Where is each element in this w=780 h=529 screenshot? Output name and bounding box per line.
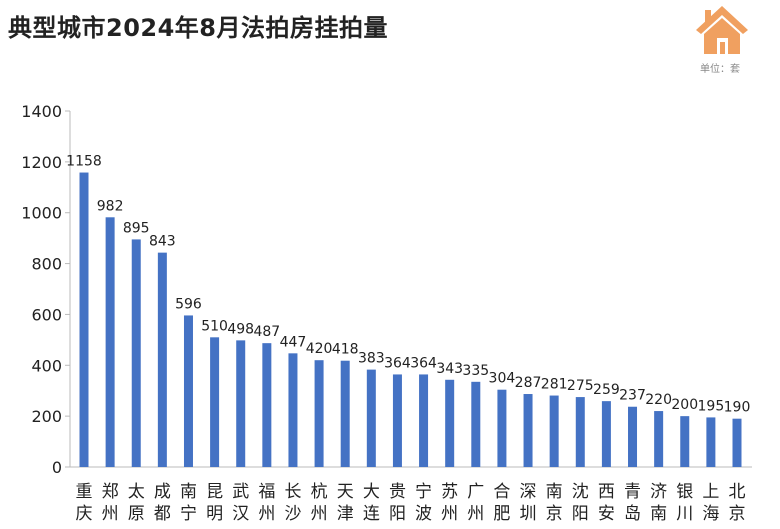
y-tick-label: 400 — [31, 356, 62, 375]
x-tick-label: 重庆 — [76, 482, 93, 524]
bar-沈阳 — [575, 397, 585, 467]
data-label: 420 — [306, 341, 333, 357]
data-label: 304 — [489, 371, 516, 387]
data-label: 220 — [645, 392, 672, 408]
data-label: 418 — [332, 342, 359, 358]
bar-武汉 — [236, 340, 246, 467]
data-label: 498 — [227, 321, 254, 337]
data-label: 195 — [698, 398, 725, 414]
x-tick-label: 广州 — [467, 482, 484, 524]
x-tick-label: 天津 — [337, 482, 354, 524]
y-tick-label: 1400 — [21, 102, 62, 121]
x-tick-label: 北京 — [729, 482, 746, 524]
y-tick-label: 0 — [52, 458, 62, 477]
data-label: 487 — [253, 324, 280, 340]
x-tick-label: 郑州 — [102, 482, 119, 524]
unit-label: 单位：套 — [700, 64, 740, 75]
data-label: 259 — [593, 382, 620, 398]
x-tick-label: 宁波 — [415, 482, 432, 524]
bar-北京 — [732, 418, 742, 467]
house-icon — [696, 6, 748, 54]
x-tick-label: 西安 — [598, 482, 615, 524]
data-label: 335 — [462, 363, 489, 379]
bar-昆明 — [210, 337, 220, 467]
data-label: 364 — [410, 355, 437, 371]
bar-太原 — [131, 239, 141, 467]
y-tick-label: 200 — [31, 407, 62, 426]
data-label: 275 — [567, 378, 594, 394]
bar-合肥 — [497, 389, 507, 467]
x-tick-label: 昆明 — [206, 482, 223, 524]
x-tick-label: 沈阳 — [572, 482, 589, 524]
bar-南京 — [549, 395, 559, 467]
y-tick-label: 1200 — [21, 153, 62, 172]
data-label: 343 — [436, 361, 463, 377]
bar-贵阳 — [392, 374, 402, 467]
data-label: 287 — [515, 375, 542, 391]
x-tick-label: 成都 — [154, 482, 171, 524]
bar-大连 — [366, 369, 376, 467]
bar-福州 — [262, 343, 272, 467]
x-tick-label: 合肥 — [493, 482, 510, 524]
bar-天津 — [340, 360, 350, 467]
x-tick-label: 武汉 — [232, 482, 249, 524]
x-tick-label: 长沙 — [284, 482, 301, 524]
x-tick-label: 济南 — [650, 482, 667, 524]
x-tick-label: 南京 — [546, 482, 563, 524]
data-label: 200 — [671, 397, 698, 413]
data-label: 383 — [358, 351, 385, 367]
x-tick-label: 上海 — [702, 482, 719, 524]
y-tick-label: 1000 — [21, 204, 62, 223]
bar-广州 — [471, 381, 481, 467]
x-tick-label: 福州 — [258, 482, 275, 524]
data-label: 1158 — [66, 154, 102, 170]
y-tick-label: 600 — [31, 305, 62, 324]
data-label: 237 — [619, 388, 646, 404]
bar-苏州 — [445, 379, 455, 467]
x-tick-label: 太原 — [128, 482, 145, 524]
x-tick-label: 青岛 — [624, 482, 641, 524]
data-label: 190 — [724, 400, 751, 416]
bar-南宁 — [183, 315, 193, 467]
bar-西安 — [601, 401, 611, 467]
bar-青岛 — [628, 406, 638, 467]
data-label: 982 — [97, 198, 124, 214]
data-label: 510 — [201, 318, 228, 334]
bar-宁波 — [419, 374, 429, 467]
x-tick-label: 大连 — [363, 482, 380, 524]
x-tick-label: 杭州 — [311, 482, 328, 524]
bar-银川 — [680, 416, 690, 467]
x-tick-label: 苏州 — [441, 482, 458, 524]
y-tick-label: 800 — [31, 255, 62, 274]
bar-重庆 — [79, 172, 89, 467]
bar-郑州 — [105, 217, 115, 467]
bar-上海 — [706, 417, 716, 467]
bar-杭州 — [314, 360, 324, 467]
x-tick-label: 银川 — [676, 482, 693, 524]
x-tick-label: 南宁 — [180, 482, 197, 524]
bar-长沙 — [288, 353, 298, 467]
data-label: 281 — [541, 377, 568, 393]
chart-title: 典型城市2024年8月法拍房挂拍量 — [8, 14, 388, 42]
data-label: 843 — [149, 234, 176, 250]
bar-深圳 — [523, 394, 533, 467]
x-tick-label: 贵阳 — [389, 482, 406, 524]
data-label: 596 — [175, 296, 202, 312]
data-label: 364 — [384, 355, 411, 371]
bar-济南 — [654, 411, 664, 467]
data-label: 447 — [280, 334, 307, 350]
x-tick-label: 深圳 — [520, 482, 537, 524]
bar-成都 — [157, 252, 167, 467]
data-label: 895 — [123, 220, 150, 236]
